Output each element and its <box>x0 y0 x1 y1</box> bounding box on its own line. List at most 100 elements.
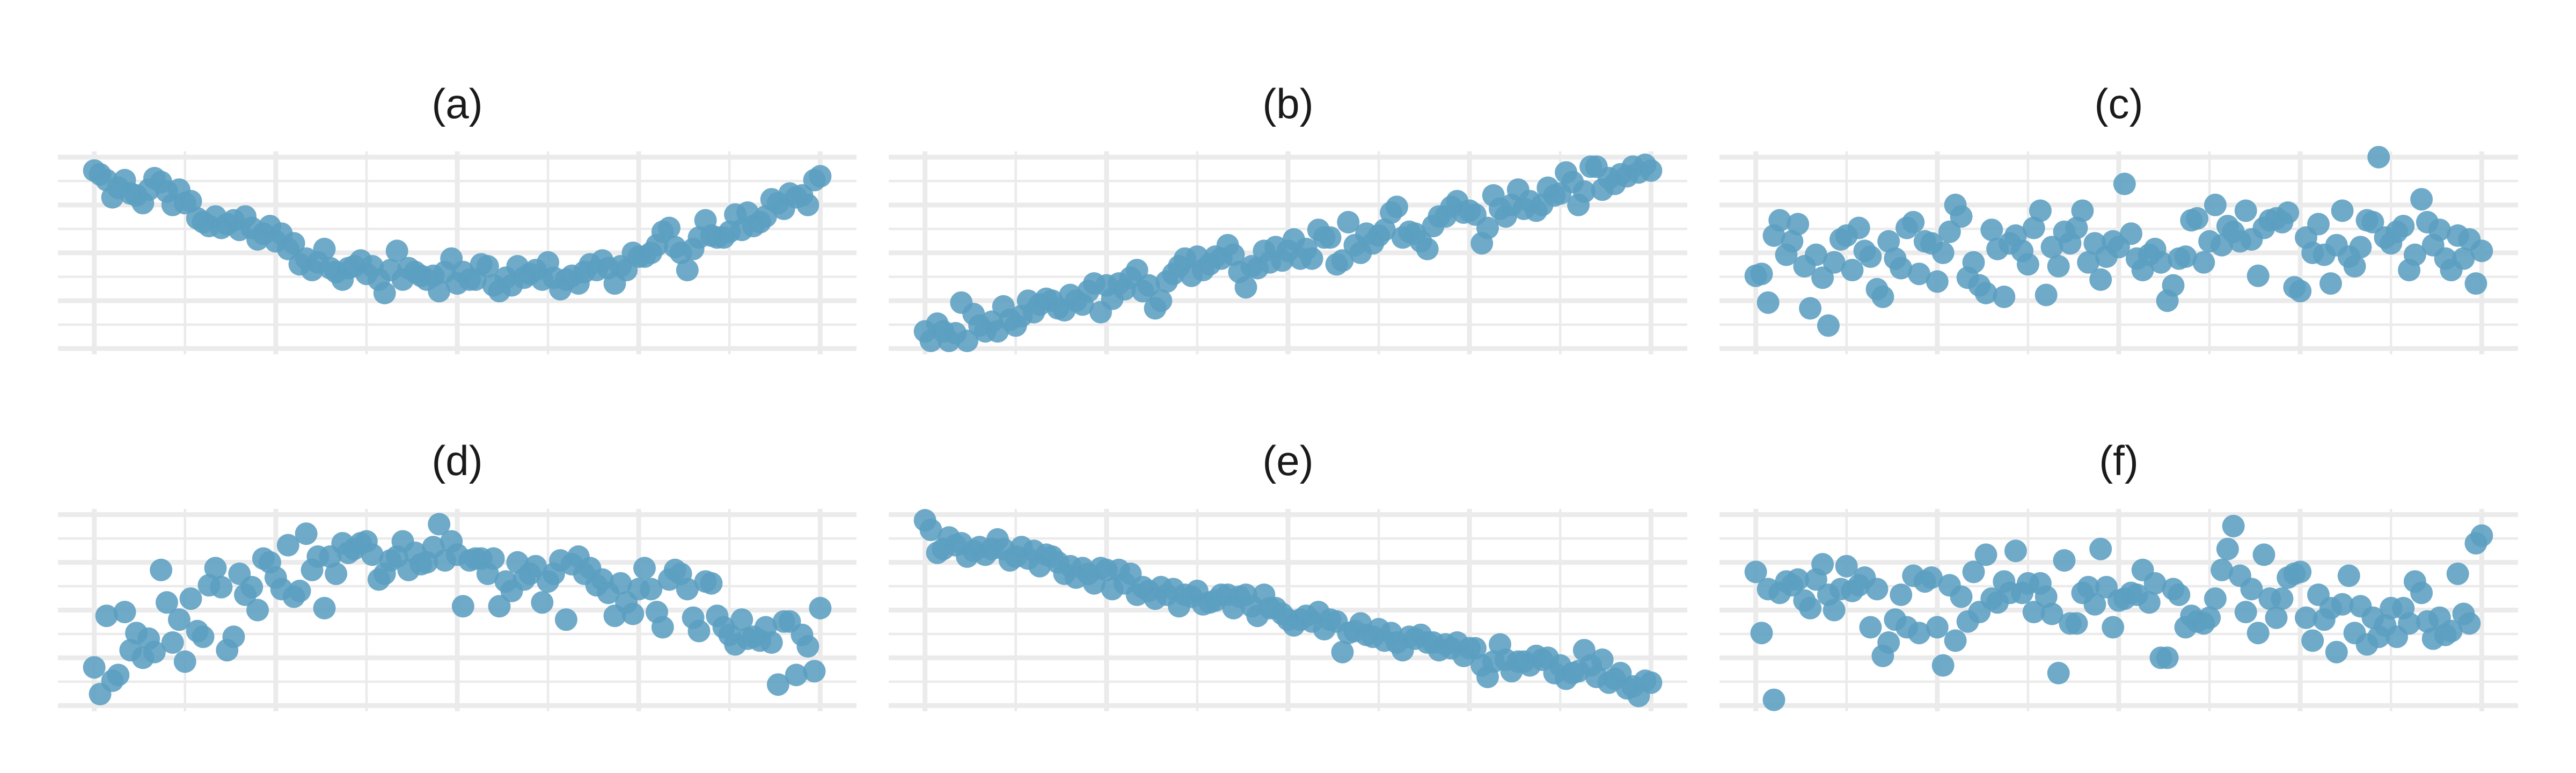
panel-points-a <box>83 159 832 304</box>
scatter-point <box>161 631 184 654</box>
scatter-point <box>2204 193 2227 216</box>
scatter-point <box>2470 524 2493 547</box>
scatter-point <box>1890 257 1913 280</box>
panel-points-c <box>1744 145 2493 337</box>
scatter-point <box>766 673 789 696</box>
scatter-point <box>1817 314 1840 337</box>
scatter-point <box>1331 249 1354 272</box>
scatter-point <box>796 193 819 216</box>
scatter-point <box>2307 213 2330 236</box>
scatter-point <box>1944 629 1967 652</box>
scatter-point <box>2113 172 2136 195</box>
panel-a: (a) <box>58 80 857 354</box>
scatter-point <box>476 255 499 278</box>
scatter-point <box>1319 226 1342 249</box>
scatter-point <box>2004 539 2027 563</box>
scatter-point <box>325 562 348 585</box>
scatter-point <box>2204 587 2227 610</box>
panel-points-b <box>913 154 1663 352</box>
scatter-point <box>2246 622 2270 645</box>
scatter-point <box>2428 218 2451 242</box>
scatter-point <box>2040 602 2063 625</box>
scatter-point <box>1931 242 1955 264</box>
scatter-point <box>676 259 699 282</box>
scatter-point <box>2331 199 2354 222</box>
scatter-point <box>1750 622 1773 645</box>
scatter-point <box>621 602 645 625</box>
scatter-point <box>676 578 699 601</box>
scatter-point <box>240 575 264 599</box>
scatter-point <box>1950 585 1973 608</box>
scatter-point <box>1640 671 1663 694</box>
panel-d: (d) <box>58 437 857 711</box>
scatter-point <box>1908 262 1930 286</box>
scatter-point <box>2458 612 2481 635</box>
scatter-point <box>2295 606 2317 629</box>
scatter-point <box>1980 218 2003 242</box>
scatter-point <box>803 660 826 683</box>
scatter-point <box>1962 560 1985 584</box>
scatter-point <box>373 281 396 304</box>
scatter-point <box>2361 210 2384 234</box>
scatter-point <box>1962 251 1985 274</box>
scatter-point <box>1762 688 1785 711</box>
scatter-point <box>531 591 554 614</box>
scatter-point <box>2174 245 2197 268</box>
scatter-point <box>2289 280 2312 303</box>
scatter-point <box>1859 616 1882 639</box>
scatter-point <box>2053 549 2076 572</box>
scatter-point <box>482 547 505 570</box>
scatter-point <box>2343 255 2366 278</box>
scatter-point <box>2022 601 2045 624</box>
scatter-point <box>809 596 832 619</box>
scatter-point <box>1841 259 1864 282</box>
scatter-point <box>2319 272 2342 295</box>
scatter-point <box>222 625 245 648</box>
scatter-point <box>2120 222 2142 245</box>
scatter-point <box>173 650 196 673</box>
scatter-point <box>809 165 832 188</box>
scatter-point <box>2211 558 2234 581</box>
scatter-point <box>2065 216 2088 239</box>
scatter-point <box>2022 216 2045 239</box>
scatter-point <box>640 578 663 601</box>
scatter-point <box>1902 210 1925 234</box>
scatter-point <box>2138 591 2161 614</box>
scatter-point <box>2035 283 2058 307</box>
scatter-point <box>2029 199 2052 222</box>
scatter-point <box>2143 572 2167 595</box>
scatter-point <box>658 216 680 239</box>
scatter-point <box>428 513 451 536</box>
scatter-point <box>919 519 942 542</box>
scatter-point <box>1974 543 1997 566</box>
panel-title-c: (c) <box>2095 80 2143 127</box>
scatter-point <box>1877 230 1900 253</box>
scatter-point <box>554 608 577 631</box>
scatter-point <box>1222 243 1245 266</box>
panel-points-f <box>1744 515 2493 711</box>
scatter-point <box>609 572 632 595</box>
scatter-point <box>1823 251 1846 274</box>
scatter-point <box>2222 515 2245 537</box>
scatter-point <box>282 232 305 255</box>
scatter-point <box>1331 640 1354 663</box>
scatter-point <box>2252 543 2275 566</box>
scatter-point <box>2440 619 2463 643</box>
panel-c: (c) <box>1719 80 2518 354</box>
scatter-point <box>633 557 656 580</box>
scatter-point <box>155 591 178 614</box>
scatter-point <box>1385 195 1408 218</box>
scatter-point <box>83 656 106 679</box>
scatter-point <box>956 330 979 352</box>
scatter-point <box>1847 216 1870 239</box>
panel-title-f: (f) <box>2099 437 2139 484</box>
scatter-point <box>1811 553 1834 576</box>
scatter-point <box>651 616 674 639</box>
scatter-point <box>1908 622 1930 645</box>
scatter-point <box>1823 599 1846 622</box>
scatter-point <box>2301 629 2324 652</box>
scatter-point <box>428 280 451 303</box>
scatter-point <box>2234 199 2257 222</box>
scatter-point <box>179 587 202 610</box>
scatter-point <box>288 579 311 602</box>
